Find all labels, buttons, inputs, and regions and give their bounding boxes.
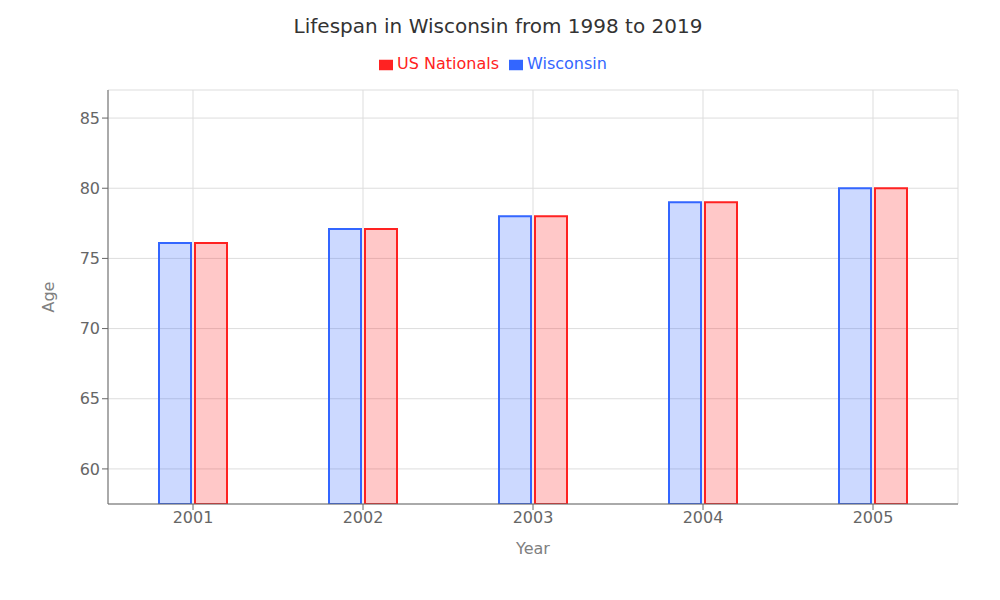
svg-text:Year: Year	[515, 539, 550, 558]
html-text:Lifespan in Wisconsin from 199: Lifespan in Wisconsin from 1998 to 2019	[293, 14, 703, 38]
svg-text:2003: 2003	[513, 508, 554, 527]
svg-text:Age: Age	[39, 282, 58, 313]
svg-text:80: 80	[80, 179, 100, 198]
svg-text:60: 60	[80, 460, 100, 479]
svg-text:2005: 2005	[853, 508, 894, 527]
svg-text:70: 70	[80, 319, 100, 338]
svg-text:2004: 2004	[683, 508, 724, 527]
svg-text:65: 65	[80, 389, 100, 408]
html-text:Wisconsin: Wisconsin	[527, 54, 607, 73]
svg-text:75: 75	[80, 249, 100, 268]
svg-text:2002: 2002	[343, 508, 384, 527]
svg-text:85: 85	[80, 109, 100, 128]
html-text:US Nationals: US Nationals	[397, 54, 499, 73]
svg-text:2001: 2001	[173, 508, 214, 527]
